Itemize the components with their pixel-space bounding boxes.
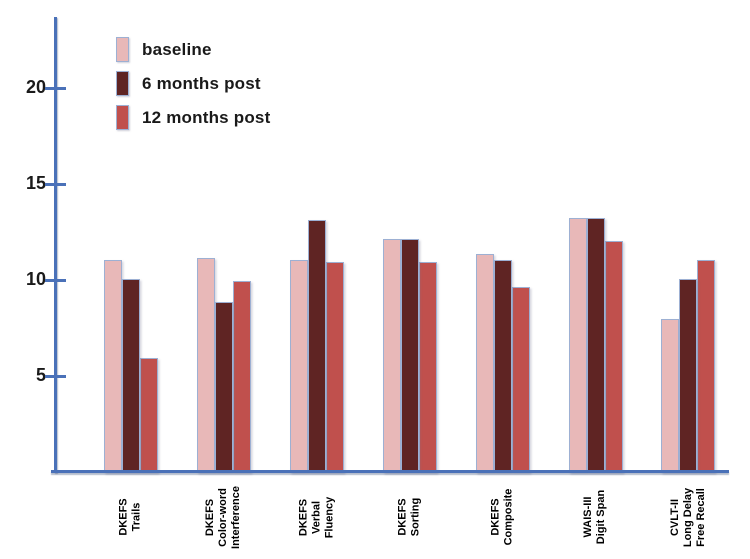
y-tick-label: 20 bbox=[25, 77, 46, 97]
x-category-label-line: WAIS-III bbox=[582, 496, 595, 538]
bar-12-months-post-DKEFS-Composite bbox=[512, 287, 530, 473]
x-category-label-text: DKEFS Trails bbox=[118, 498, 144, 535]
bar-baseline-DKEFS-Trails bbox=[104, 260, 122, 473]
legend-label-baseline: baseline bbox=[142, 40, 212, 59]
x-category-label-line: DKEFS bbox=[297, 498, 310, 536]
x-category-label-line: Verbal bbox=[310, 500, 323, 534]
bar-6-months-post-DKEFS-Verbal-Fluency bbox=[308, 220, 326, 473]
x-category-label: DKEFS Verbal Fluency bbox=[272, 478, 362, 556]
bar-6-months-post-DKEFS-Trails bbox=[122, 279, 140, 473]
legend-label-12-months-post: 12 months post bbox=[142, 108, 271, 127]
x-category-label-line: DKEFS bbox=[489, 498, 502, 536]
bar-6-months-post-DKEFS-Composite bbox=[494, 260, 512, 473]
x-category-label-text: DKEFS Verbal Fluency bbox=[297, 496, 336, 538]
bar-12-months-post-DKEFS-Color-word-Interference bbox=[233, 281, 251, 473]
x-category-label-line: Composite bbox=[502, 488, 515, 546]
legend-swatch-6-months-post bbox=[116, 71, 129, 96]
y-tick bbox=[45, 87, 66, 90]
y-tick-label: 10 bbox=[25, 269, 46, 289]
x-category-label-line: DKEFS bbox=[118, 498, 130, 536]
bar-12-months-post-DKEFS-Verbal-Fluency bbox=[326, 262, 344, 473]
x-category-label-line: Long Delay bbox=[681, 487, 694, 547]
y-tick bbox=[45, 375, 66, 378]
bar-12-months-post-DKEFS-Trails bbox=[140, 358, 158, 473]
legend-item-12-months-post: 12 months post bbox=[116, 105, 270, 130]
x-category-label-text: WAIS-III Digit Span bbox=[582, 490, 608, 544]
x-axis-line bbox=[51, 470, 729, 473]
y-axis-line bbox=[54, 17, 57, 473]
y-tick-label: 5 bbox=[35, 365, 46, 385]
legend-label-6-months-post: 6 months post bbox=[142, 74, 261, 93]
x-category-label: DKEFS Trails bbox=[86, 478, 176, 556]
x-category-label-line: DKEFS bbox=[204, 498, 217, 536]
legend-item-baseline: baseline bbox=[116, 37, 270, 62]
bar-baseline-WAIS-III-Digit-Span bbox=[569, 218, 587, 473]
x-category-label: DKEFS Color-word Interference bbox=[179, 478, 269, 556]
x-category-label-text: CVLT-II Long Delay Free Recall bbox=[669, 487, 708, 546]
x-category-label-text: DKEFS Sorting bbox=[397, 498, 423, 537]
x-category-label-line: Free Recall bbox=[694, 487, 707, 547]
bar-baseline-CVLT-II-Long-Delay-Free-Recall bbox=[661, 319, 679, 473]
legend: baseline 6 months post 12 months post bbox=[116, 37, 270, 130]
x-category-label: DKEFS Sorting bbox=[365, 478, 455, 556]
x-category-label-line: Fluency bbox=[323, 496, 336, 538]
legend-swatch-baseline bbox=[116, 37, 129, 62]
bar-baseline-DKEFS-Verbal-Fluency bbox=[290, 260, 308, 473]
x-category-label-line: Sorting bbox=[409, 497, 422, 537]
x-category-label: DKEFS Composite bbox=[458, 478, 548, 556]
x-category-label-line: DKEFS bbox=[396, 498, 409, 536]
y-tick bbox=[45, 279, 66, 282]
x-category-label: CVLT-II Long Delay Free Recall bbox=[643, 478, 733, 556]
x-category-label-text: DKEFS Composite bbox=[490, 489, 516, 546]
x-category-label-line: Color-word bbox=[217, 487, 230, 547]
bar-12-months-post-DKEFS-Sorting bbox=[419, 262, 437, 473]
y-tick bbox=[45, 183, 66, 186]
bar-6-months-post-DKEFS-Sorting bbox=[401, 239, 419, 473]
legend-swatch-12-months-post bbox=[116, 105, 129, 130]
bar-12-months-post-WAIS-III-Digit-Span bbox=[605, 241, 623, 473]
bar-6-months-post-DKEFS-Color-word-Interference bbox=[215, 302, 233, 473]
y-tick-label: 15 bbox=[25, 173, 46, 193]
x-category-label-line: CVLT-II bbox=[668, 498, 681, 536]
bar-12-months-post-CVLT-II-Long-Delay-Free-Recall bbox=[697, 260, 715, 473]
bar-baseline-DKEFS-Color-word-Interference bbox=[197, 258, 215, 473]
bar-6-months-post-CVLT-II-Long-Delay-Free-Recall bbox=[679, 279, 697, 473]
x-category-label: WAIS-III Digit Span bbox=[551, 478, 641, 556]
bar-baseline-DKEFS-Sorting bbox=[383, 239, 401, 473]
x-category-label-line: Digit Span bbox=[595, 489, 608, 545]
bar-baseline-DKEFS-Composite bbox=[476, 254, 494, 473]
bar-6-months-post-WAIS-III-Digit-Span bbox=[587, 218, 605, 473]
x-category-label-line: Trails bbox=[131, 502, 143, 532]
legend-item-6-months-post: 6 months post bbox=[116, 71, 270, 96]
x-category-label-text: DKEFS Color-word Interference bbox=[204, 486, 243, 549]
x-category-label-line: Interference bbox=[230, 485, 243, 549]
